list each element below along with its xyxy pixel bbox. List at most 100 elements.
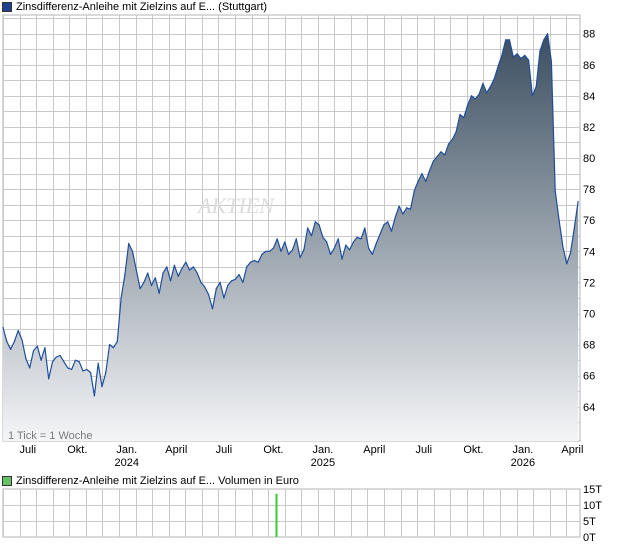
price-point <box>36 345 38 347</box>
price-point <box>577 201 579 203</box>
price-point <box>158 292 160 294</box>
price-point <box>120 297 122 299</box>
price-point <box>463 117 465 119</box>
volume-y-tick-label: 0T <box>583 532 596 544</box>
price-point <box>170 280 172 282</box>
price-point <box>489 85 492 88</box>
price-point <box>547 33 549 35</box>
y-tick-label: 86 <box>583 60 595 72</box>
price-point <box>116 340 118 343</box>
price-point <box>44 347 46 349</box>
y-tick-label: 68 <box>583 340 595 352</box>
volume-grid <box>2 488 581 538</box>
volume-y-tick-label: 5T <box>583 516 596 528</box>
price-point <box>326 241 328 243</box>
price-point <box>181 267 183 269</box>
price-point <box>421 173 423 175</box>
price-y-axis: 64 66 68 70 72 74 76 78 80 82 84 86 88 <box>583 29 595 414</box>
price-point <box>303 249 305 251</box>
price-point <box>192 266 194 268</box>
price-point <box>51 361 54 363</box>
price-point <box>383 224 385 226</box>
volume-y-axis: 15T 10T 5T 0T <box>583 484 602 544</box>
price-point <box>246 266 248 268</box>
price-point <box>21 339 23 341</box>
price-point <box>280 250 282 252</box>
x-tick-label: Jan. <box>313 444 334 456</box>
price-point <box>29 367 31 369</box>
price-point <box>360 238 362 240</box>
price-point <box>535 85 537 88</box>
y-tick-label: 76 <box>583 215 595 227</box>
x-tick-label: April <box>363 444 385 456</box>
price-point <box>550 61 553 63</box>
x-tick-label: Jan. <box>116 444 137 456</box>
price-point <box>242 281 244 283</box>
price-point <box>59 354 61 357</box>
price-point <box>455 131 457 133</box>
price-point <box>196 272 198 274</box>
price-point <box>558 219 560 221</box>
price-point <box>333 247 335 249</box>
price-point <box>470 95 473 97</box>
x-tick-label: Juli <box>20 444 37 456</box>
price-point <box>253 260 255 262</box>
y-tick-label: 80 <box>583 153 595 165</box>
price-point <box>230 280 233 282</box>
price-point <box>512 56 514 58</box>
price-point <box>337 238 339 240</box>
price-point <box>200 281 202 283</box>
price-point <box>528 59 530 61</box>
price-point <box>566 263 568 265</box>
price-point <box>539 50 541 52</box>
price-point <box>505 39 507 41</box>
price-point <box>105 372 107 374</box>
price-point <box>501 54 503 57</box>
volume-legend-swatch <box>2 476 12 486</box>
price-point <box>2 326 4 329</box>
price-point <box>318 224 320 226</box>
x-tick-label: April <box>561 444 583 456</box>
price-point <box>101 386 103 388</box>
volume-y-tick-label: 10T <box>583 500 602 512</box>
price-point <box>17 330 19 332</box>
price-point <box>208 294 210 296</box>
price-point <box>375 242 377 245</box>
y-tick-label: 74 <box>583 246 595 258</box>
price-point <box>97 362 99 364</box>
price-point <box>448 143 450 145</box>
price-point <box>310 235 313 237</box>
y-tick-label: 78 <box>583 184 595 196</box>
price-point <box>417 180 419 182</box>
volume-legend-label: Zinsdifferenz-Anleihe mit Zielzins auf E… <box>16 475 299 487</box>
volume-frame <box>2 488 581 538</box>
x-tick-label: Juli <box>216 444 233 456</box>
price-point <box>215 288 217 290</box>
volume-bar <box>275 493 278 537</box>
price-point <box>276 238 278 240</box>
price-point <box>478 93 480 95</box>
price-area <box>2 33 579 441</box>
price-point <box>467 104 469 106</box>
price-point <box>257 261 259 263</box>
price-point <box>162 272 164 274</box>
price-point <box>352 241 354 243</box>
price-point <box>531 95 534 97</box>
y-tick-label: 88 <box>583 29 595 41</box>
price-point <box>349 249 351 251</box>
price-point <box>272 247 274 249</box>
price-point <box>459 113 461 116</box>
price-point <box>284 241 286 243</box>
price-point <box>223 297 225 299</box>
price-point <box>394 216 396 218</box>
y-tick-label: 70 <box>583 309 595 321</box>
price-point <box>436 155 438 158</box>
price-point <box>139 288 141 290</box>
price-point <box>429 169 431 172</box>
price-point <box>219 281 221 283</box>
price-point <box>128 242 130 245</box>
price-point <box>451 138 453 140</box>
price-point <box>250 261 252 263</box>
